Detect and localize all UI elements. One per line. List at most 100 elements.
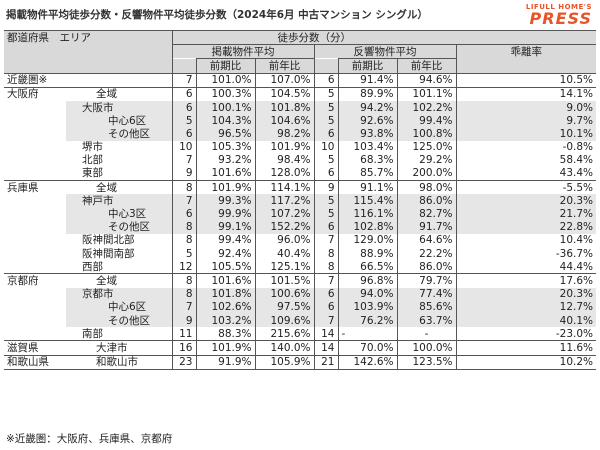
- listed-prev-year-cell: 98.2%: [254, 127, 314, 141]
- inquired-prev-period-cell: 92.6%: [337, 114, 397, 128]
- inquired-minutes-cell: 9: [313, 180, 338, 195]
- area-cell: 中心6区: [66, 114, 172, 128]
- gap-rate-cell: 22.8%: [455, 220, 597, 234]
- pref-cell: [4, 314, 66, 327]
- listed-prev-period-cell: 101.9%: [195, 340, 255, 355]
- inquired-minutes-cell: 8: [313, 247, 338, 261]
- logo-subtext: LIFULL HOME'S: [525, 3, 592, 11]
- pref-cell: [4, 101, 66, 114]
- listed-prev-year-cell: 107.0%: [254, 73, 314, 88]
- pref-cell: [4, 194, 66, 207]
- table-row: 京都市 8 101.8% 100.6% 6 94.0% 77.4% 20.3%: [4, 287, 597, 301]
- pref-cell: 兵庫県: [4, 180, 66, 195]
- walk-time-table: 都道府県 エリア 徒歩分数（分） 掲載物件平均 反響物件平均 乖離率 前期比 前…: [4, 29, 597, 370]
- table-row: その他区 9 103.2% 109.6% 7 76.2% 63.7% 40.1%: [4, 313, 597, 328]
- inquired-prev-year-cell: 102.2%: [396, 100, 457, 115]
- inquired-prev-year-cell: 29.2%: [396, 153, 457, 167]
- pref-cell: [4, 141, 66, 154]
- listed-prev-year-cell: 96.0%: [254, 233, 314, 247]
- gap-rate-cell: 43.4%: [455, 166, 597, 181]
- inquired-minutes-cell: 8: [313, 260, 338, 274]
- area-cell: 大阪市: [66, 100, 172, 115]
- inquired-prev-year-cell: 22.2%: [396, 247, 457, 261]
- listed-minutes-cell: 6: [171, 86, 196, 101]
- gap-rate-cell: 11.6%: [455, 340, 597, 355]
- inquired-prev-year-cell: 123.5%: [396, 354, 457, 370]
- table-row: 中心3区 6 99.9% 107.2% 5 116.1% 82.7% 21.7%: [4, 207, 597, 221]
- inquired-minutes-cell: 5: [313, 194, 338, 208]
- inquired-minutes-cell: 6: [313, 127, 338, 141]
- listed-prev-period-cell: 99.1%: [195, 220, 255, 234]
- inquired-prev-year-header: 前年比: [396, 58, 457, 74]
- listed-minutes-cell: 23: [171, 354, 196, 370]
- table-row: 和歌山県 和歌山市 23 91.9% 105.9% 21 142.6% 123.5% 10.2%: [4, 354, 597, 370]
- gap-rate-cell: 9.0%: [455, 100, 597, 115]
- table-row: 大阪市 6 100.1% 101.8% 5 94.2% 102.2% 9.0%: [4, 100, 597, 115]
- area-cell: 大津市: [66, 340, 172, 355]
- table-row: 近畿圏※ 7 101.0% 107.0% 6 91.4% 94.6% 10.5%: [4, 73, 597, 88]
- listed-prev-period-cell: 105.5%: [195, 260, 255, 274]
- listed-prev-period-cell: 93.2%: [195, 153, 255, 167]
- inquired-prev-period-cell: 116.1%: [337, 207, 397, 221]
- region-header: 都道府県 エリア: [4, 29, 172, 45]
- page-title: 掲載物件平均徒歩分数・反響物件平均徒歩分数（2024年6月 中古マンション シン…: [6, 9, 428, 21]
- table-row: 中心6区 5 104.3% 104.6% 5 92.6% 99.4% 9.7%: [4, 114, 597, 128]
- inquired-prev-period-cell: 88.9%: [337, 247, 397, 261]
- listed-prev-period-cell: 96.5%: [195, 127, 255, 141]
- inquired-prev-year-cell: 63.7%: [396, 313, 457, 328]
- brand-logo: LIFULL HOME'S PRESS: [526, 4, 592, 27]
- pref-cell: [4, 301, 66, 314]
- area-cell: 堺市: [82, 141, 103, 154]
- listed-prev-year-cell: 114.1%: [254, 180, 314, 195]
- inquired-minutes-cell: 7: [313, 273, 338, 288]
- inquired-header: 反響物件平均: [313, 44, 457, 59]
- listed-prev-year-header: 前年比: [254, 58, 314, 74]
- listed-minutes-cell: 9: [171, 313, 196, 328]
- inquired-prev-period-cell: 70.0%: [337, 340, 397, 355]
- table-row: 北部 7 93.2% 98.4% 5 68.3% 29.2% 58.4%: [4, 153, 597, 167]
- listed-prev-year-cell: 104.6%: [254, 114, 314, 128]
- inquired-prev-year-cell: 82.7%: [396, 207, 457, 221]
- area-cell: 東部: [82, 167, 103, 180]
- inquired-prev-period-cell: 91.1%: [337, 180, 397, 195]
- inquired-prev-period-cell: 103.9%: [337, 300, 397, 314]
- inquired-prev-year-cell: 98.0%: [396, 180, 457, 195]
- listed-prev-period-cell: 101.6%: [195, 273, 255, 288]
- listed-prev-period-cell: 92.4%: [195, 247, 255, 261]
- table-row: 中心6区 7 102.6% 97.5% 6 103.9% 85.6% 12.7%: [4, 300, 597, 314]
- inquired-prev-year-cell: 64.6%: [396, 233, 457, 247]
- inquired-minutes-cell: 5: [313, 114, 338, 128]
- listed-minutes-cell: 8: [171, 180, 196, 195]
- inquired-minutes-cell: 14: [313, 327, 338, 341]
- area-cell: 京都市: [66, 287, 172, 301]
- listed-prev-period-header: 前期比: [195, 58, 255, 74]
- area-cell: 全域: [66, 273, 172, 288]
- listed-prev-year-cell: 101.8%: [254, 100, 314, 115]
- area-cell: 中心3区: [66, 207, 172, 221]
- listed-prev-year-cell: 140.0%: [254, 340, 314, 355]
- gap-rate-cell: 44.4%: [455, 260, 597, 274]
- area-cell: その他区: [66, 127, 172, 141]
- listed-prev-year-cell: 125.1%: [254, 260, 314, 274]
- gap-rate-cell: 21.7%: [455, 207, 597, 221]
- area-cell: [66, 73, 172, 87]
- inquired-prev-year-cell: 200.0%: [396, 166, 457, 181]
- listed-minutes-cell: 5: [171, 247, 196, 261]
- gap-rate-cell: -36.7%: [455, 247, 597, 261]
- gap-header: 乖離率: [455, 44, 597, 59]
- listed-minutes-cell: 11: [171, 327, 196, 341]
- listed-prev-period-cell: 99.9%: [195, 207, 255, 221]
- listed-minutes-cell: 6: [171, 127, 196, 141]
- area-cell: 西部: [82, 260, 103, 273]
- inquired-minutes-cell: 6: [313, 300, 338, 314]
- pref-cell: [4, 167, 66, 181]
- inquired-minutes-cell: 21: [313, 354, 338, 370]
- gap-rate-cell: 14.1%: [455, 86, 597, 101]
- inquired-prev-year-cell: 77.4%: [396, 287, 457, 301]
- table-row: 大阪府 全域 6 100.3% 104.5% 5 89.9% 101.1% 14.1%: [4, 86, 597, 101]
- inquired-prev-period-cell: 129.0%: [337, 233, 397, 247]
- inquired-minutes-cell: 7: [313, 233, 338, 247]
- gap-rate-cell: 12.7%: [455, 300, 597, 314]
- table-row: 堺市 10 105.3% 101.9% 10 103.4% 125.0% -0.8%: [4, 140, 597, 154]
- gap-rate-cell: 40.1%: [455, 313, 597, 328]
